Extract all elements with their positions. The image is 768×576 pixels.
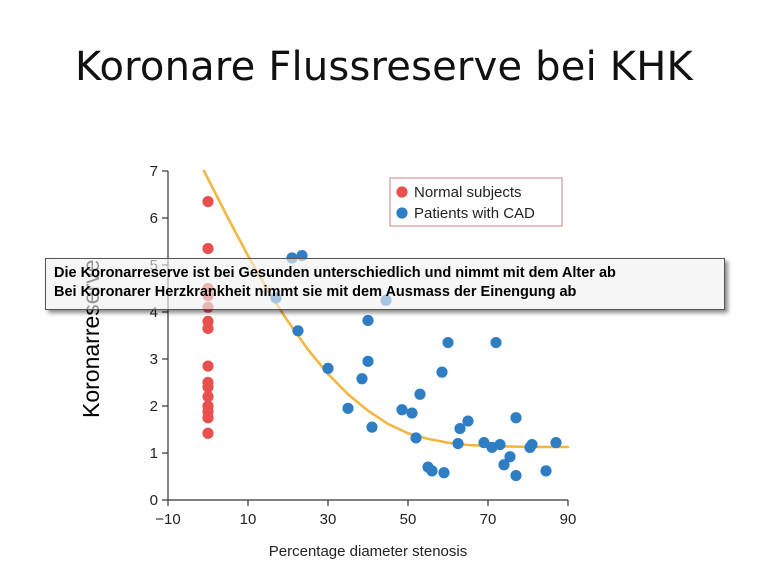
cad-patient-point	[406, 407, 418, 419]
cad-patient-point	[366, 421, 378, 433]
cad-patient-point	[362, 355, 374, 367]
cad-patient-point	[414, 388, 426, 400]
x-tick-label: 50	[400, 511, 417, 528]
cad-patient-point	[436, 366, 448, 378]
normal-subject-point	[202, 412, 214, 424]
cad-patient-point	[362, 314, 374, 327]
normal-subject-point	[202, 391, 214, 403]
slide-title: Koronare Flussreserve bei KHK	[75, 44, 693, 90]
cad-patient-point	[426, 465, 438, 477]
y-tick-label: 0	[150, 492, 158, 509]
cad-patient-point	[510, 469, 522, 482]
cad-patient-point	[452, 438, 464, 450]
normal-subject-point	[202, 427, 214, 439]
normal-subject-point	[202, 242, 214, 255]
callout-box: Die Koronarreserve ist bei Gesunden unte…	[45, 258, 725, 310]
cad-patient-point	[540, 465, 552, 477]
normal-subject-point	[202, 195, 214, 208]
normal-subject-point	[202, 322, 214, 335]
x-tick-label: 30	[320, 511, 337, 528]
callout-line-1: Die Koronarreserve ist bei Gesunden unte…	[54, 265, 616, 281]
cad-patient-point	[490, 336, 502, 349]
x-tick-label: −10	[155, 511, 180, 528]
cad-patient-point	[526, 438, 538, 451]
x-tick-label: 10	[240, 511, 257, 528]
cad-patient-point	[356, 373, 368, 385]
y-tick-label: 4	[150, 304, 158, 321]
cad-patient-point	[462, 415, 474, 427]
y-tick-label: 3	[150, 351, 158, 368]
normal-subject-point	[202, 360, 214, 372]
x-tick-label: 70	[480, 511, 497, 528]
y-tick-label: 2	[150, 398, 158, 415]
normal-subject-point	[202, 381, 214, 393]
cad-patient-point	[504, 451, 516, 463]
y-tick-label: 6	[150, 210, 158, 227]
cad-patient-point	[396, 404, 408, 416]
legend-box	[389, 177, 563, 227]
cad-patient-point	[510, 412, 522, 424]
y-tick-label: 7	[150, 163, 158, 180]
legend-label-normal: Normal subjects	[414, 184, 522, 201]
cad-patient-point	[292, 325, 304, 337]
x-axis-label: Percentage diameter stenosis	[269, 543, 467, 560]
cad-patient-point	[438, 467, 450, 479]
cad-patient-point	[410, 432, 422, 444]
y-tick-label: 1	[150, 445, 158, 462]
cad-patient-point	[454, 422, 466, 435]
cad-patient-point	[322, 362, 334, 374]
callout-line-2: Bei Koronarer Herzkrankheit nimmt sie mi…	[54, 284, 577, 300]
cad-patient-point	[498, 459, 510, 471]
legend-marker-normal	[396, 186, 408, 198]
cad-patient-point	[494, 438, 506, 451]
x-tick-label: 90	[560, 511, 577, 528]
cad-patient-point	[550, 437, 562, 449]
legend-label-cad: Patients with CAD	[414, 205, 535, 222]
legend-marker-cad	[396, 207, 408, 219]
cad-patient-point	[342, 402, 354, 414]
cad-patient-point	[442, 336, 454, 349]
